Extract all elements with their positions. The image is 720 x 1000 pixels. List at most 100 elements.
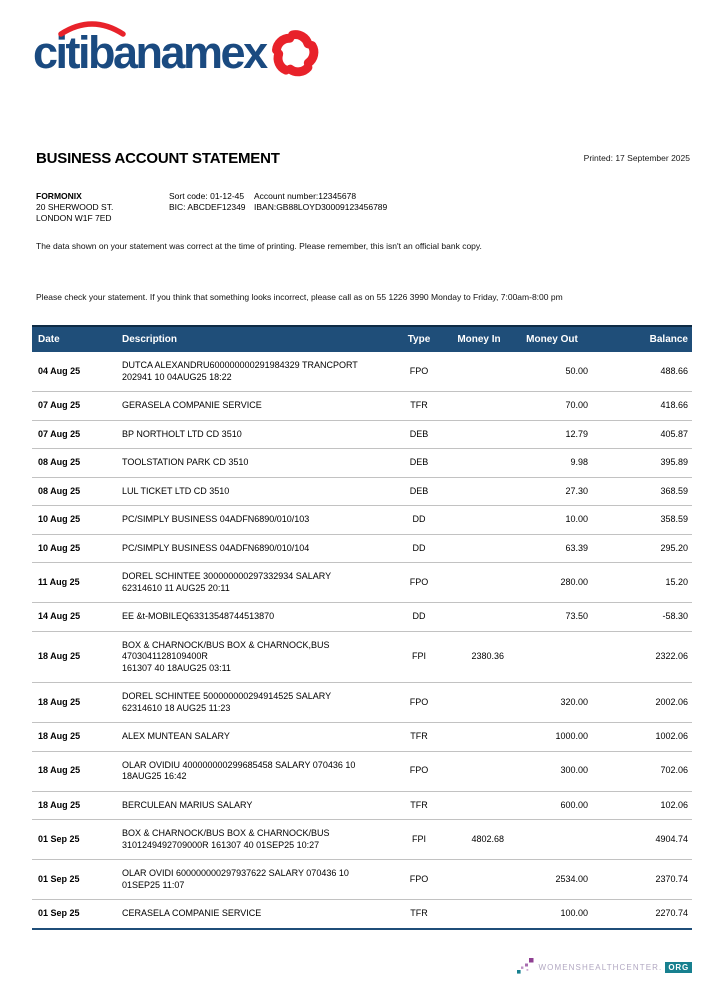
transaction-date: 08 Aug 25 [32, 477, 120, 506]
transaction-type: DEB [392, 448, 446, 478]
transaction-type: FPO [392, 562, 446, 603]
transaction-description-line1: OLAR OVIDIU 400000000299685458 SALARY 07… [122, 759, 356, 770]
transaction-balance: 15.20 [592, 562, 692, 603]
transaction-type: DD [392, 505, 446, 535]
transaction-description-line1: CERASELA COMPANIE SERVICE [122, 908, 262, 918]
transaction-balance: 702.06 [592, 751, 692, 792]
transaction-row: 18 Aug 25 BERCULEAN MARIUS SALARY TFR 60… [32, 791, 692, 820]
transaction-money-in: 4802.68 [446, 819, 512, 860]
transaction-money-out: 63.39 [512, 534, 592, 563]
transaction-money-in [446, 751, 512, 792]
transaction-type: FPO [392, 751, 446, 792]
transaction-row: 18 Aug 25 DOREL SCHINTEE 500000000294914… [32, 682, 692, 723]
transaction-balance: 405.87 [592, 420, 692, 449]
transaction-description-line1: OLAR OVIDI 600000000297937622 SALARY 070… [122, 868, 349, 878]
transaction-description: OLAR OVIDIU 400000000299685458 SALARY 07… [120, 751, 392, 792]
watermark-tld-badge: ORG [665, 961, 692, 973]
transaction-money-in [446, 562, 512, 603]
transaction-balance: 2002.06 [592, 682, 692, 723]
transaction-row: 08 Aug 25 LUL TICKET LTD CD 3510 DEB 27.… [32, 477, 692, 506]
account-block: FORMONIX 20 SHERWOOD ST. LONDON W1F 7ED … [36, 191, 387, 224]
col-header-date: Date [32, 325, 120, 352]
transaction-date: 07 Aug 25 [32, 420, 120, 449]
citi-red-arc-icon [58, 21, 126, 37]
transaction-money-out: 70.00 [512, 391, 592, 421]
transaction-date: 04 Aug 25 [32, 352, 120, 392]
transaction-description-line1: GERASELA COMPANIE SERVICE [122, 400, 262, 410]
transaction-money-out: 27.30 [512, 477, 592, 506]
transaction-row: 11 Aug 25 DOREL SCHINTEE 300000000297332… [32, 562, 692, 603]
transaction-description-line1: LUL TICKET LTD CD 3510 [122, 485, 230, 496]
transaction-money-in [446, 534, 512, 563]
transaction-date: 08 Aug 25 [32, 448, 120, 478]
transaction-description: DOREL SCHINTEE 300000000297332934 SALARY… [120, 562, 392, 603]
transaction-date: 18 Aug 25 [32, 631, 120, 683]
address-line-2: LONDON W1F 7ED [36, 213, 112, 223]
transaction-description-line1: ALEX MUNTEAN SALARY [122, 731, 230, 741]
transaction-description-line2: 62314610 18 AUG25 11:23 [122, 702, 231, 713]
transaction-balance: 395.89 [592, 448, 692, 478]
transaction-type: TFR [392, 391, 446, 421]
transaction-money-in [446, 722, 512, 752]
transaction-description-line1: PC/SIMPLY BUSINESS 04ADFN6890/010/104 [122, 542, 310, 553]
transaction-description-line2: 202941 10 04AUG25 18:22 [122, 371, 232, 382]
transaction-money-in [446, 352, 512, 392]
transaction-money-out: 9.98 [512, 448, 592, 478]
transaction-description: EE &t-MOBILEQ63313548744513870 [120, 602, 392, 632]
transaction-description-line1: BOX & CHARNOCK/BUS BOX & CHARNOCK,BUS 47… [122, 639, 330, 662]
banamex-flower-icon [271, 30, 318, 77]
transaction-description-line1: PC/SIMPLY BUSINESS 04ADFN6890/010/103 [122, 514, 310, 524]
transaction-balance: 2270.74 [592, 899, 692, 930]
col-header-type: Type [392, 325, 446, 352]
transaction-date: 01 Sep 25 [32, 859, 120, 900]
transactions-body: 04 Aug 25 DUTCA ALEXANDRU600000000291984… [32, 352, 692, 930]
logo-wordmark: citibanamex [33, 27, 268, 78]
account-number: Account number:12345678 [254, 191, 357, 201]
transaction-money-out: 50.00 [512, 352, 592, 392]
transaction-money-in [446, 448, 512, 478]
transaction-money-out [512, 819, 592, 860]
transaction-money-in [446, 791, 512, 820]
printed-date: Printed: 17 September 2025 [583, 153, 690, 163]
transaction-row: 07 Aug 25 BP NORTHOLT LTD CD 3510 DEB 12… [32, 420, 692, 449]
transaction-date: 07 Aug 25 [32, 391, 120, 421]
transaction-description: TOOLSTATION PARK CD 3510 [120, 448, 392, 478]
transaction-description: GERASELA COMPANIE SERVICE [120, 391, 392, 421]
transaction-row: 01 Sep 25 OLAR OVIDI 600000000297937622 … [32, 859, 692, 900]
transaction-type: DD [392, 602, 446, 632]
transaction-money-out: 2534.00 [512, 859, 592, 900]
transaction-description-line2: 161307 40 18AUG25 03:11 [122, 662, 231, 673]
transaction-money-in [446, 477, 512, 506]
transactions-table-wrap: Date Description Type Money In Money Out… [32, 325, 692, 930]
transaction-date: 18 Aug 25 [32, 682, 120, 723]
statement-disclaimer: The data shown on your statement was cor… [36, 241, 482, 251]
transaction-money-out: 280.00 [512, 562, 592, 603]
col-header-description: Description [120, 325, 392, 352]
transaction-money-in [446, 602, 512, 632]
transaction-date: 18 Aug 25 [32, 791, 120, 820]
account-address: FORMONIX 20 SHERWOOD ST. LONDON W1F 7ED [36, 191, 169, 224]
citibanamex-logo: citibanamex [33, 18, 321, 78]
transaction-row: 01 Sep 25 BOX & CHARNOCK/BUS BOX & CHARN… [32, 819, 692, 860]
transaction-description-line1: BOX & CHARNOCK/BUS BOX & CHARNOCK/BUS [122, 828, 330, 838]
table-header: Date Description Type Money In Money Out… [32, 325, 692, 352]
address-line-1: 20 SHERWOOD ST. [36, 202, 114, 212]
account-holder-name: FORMONIX [36, 191, 82, 201]
col-header-balance: Balance [592, 325, 692, 352]
page-title: BUSINESS ACCOUNT STATEMENT [36, 150, 280, 167]
transaction-row: 10 Aug 25 PC/SIMPLY BUSINESS 04ADFN6890/… [32, 505, 692, 535]
sparkle-dots-icon [516, 958, 533, 974]
transaction-money-out [512, 631, 592, 683]
transactions-table: Date Description Type Money In Money Out… [32, 325, 692, 930]
transaction-description-line1: BERCULEAN MARIUS SALARY [122, 799, 253, 810]
transaction-balance: 295.20 [592, 534, 692, 563]
transaction-money-in: 2380.36 [446, 631, 512, 683]
transaction-type: TFR [392, 899, 446, 930]
transaction-description: DUTCA ALEXANDRU600000000291984329 TRANCP… [120, 352, 392, 392]
sort-code: Sort code: 01-12-45 [169, 191, 245, 201]
transaction-money-out: 320.00 [512, 682, 592, 723]
transaction-description: BOX & CHARNOCK/BUS BOX & CHARNOCK,BUS 47… [120, 631, 392, 683]
transaction-date: 18 Aug 25 [32, 722, 120, 752]
transaction-row: 01 Sep 25 CERASELA COMPANIE SERVICE TFR … [32, 899, 692, 930]
transaction-row: 18 Aug 25 BOX & CHARNOCK/BUS BOX & CHARN… [32, 631, 692, 683]
